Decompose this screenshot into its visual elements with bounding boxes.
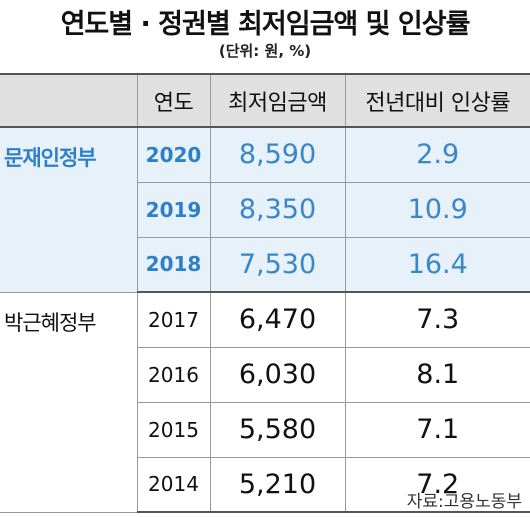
table-row: 2014 5,210 7.2	[0, 457, 530, 513]
group-label-park: 박근혜정부	[0, 292, 137, 513]
table-row: 2015 5,580 7.1	[0, 402, 530, 458]
table-row: 2016 6,030 8.1	[0, 347, 530, 403]
rate-cell: 16.4	[344, 237, 530, 293]
amount-cell: 5,210	[209, 457, 345, 513]
chart-title: 연도별 · 정권별 최저임금액 및 인상률	[60, 9, 471, 40]
rate-cell: 7.1	[344, 402, 530, 458]
amount-cell: 6,030	[209, 347, 345, 403]
table-row: 2018 7,530 16.4	[0, 237, 530, 293]
table-header-row: 연도 최저임금액 전년대비 인상률	[0, 73, 530, 128]
header-rate: 전년대비 인상률	[344, 73, 530, 128]
rate-cell: 2.9	[344, 127, 530, 183]
amount-cell: 6,470	[209, 292, 345, 348]
table-row: 문재인정부 2020 8,590 2.9	[0, 127, 530, 293]
header-amount: 최저임금액	[209, 73, 345, 128]
source-label: 자료:고용노동부	[406, 492, 522, 512]
rate-cell: 8.1	[344, 347, 530, 403]
table-row: 2019 8,350 10.9	[0, 182, 530, 238]
year-cell: 2019	[136, 182, 210, 238]
header-group	[0, 73, 137, 128]
year-cell: 2018	[136, 237, 210, 293]
rate-cell: 7.2	[344, 457, 530, 513]
rate-cell: 10.9	[344, 182, 530, 238]
year-cell: 2020	[136, 127, 210, 183]
minimum-wage-table: 연도 최저임금액 전년대비 인상률 문재인정부 2020 8,590 2.9 2…	[0, 73, 530, 513]
year-cell: 2016	[136, 347, 210, 403]
amount-cell: 5,580	[209, 402, 345, 458]
amount-cell: 8,590	[209, 127, 345, 183]
year-cell: 2015	[136, 402, 210, 458]
year-cell: 2017	[136, 292, 210, 348]
unit-label: (단위: 원, %)	[218, 42, 312, 60]
year-cell: 2014	[136, 457, 210, 513]
table-row: 박근혜정부 2017 6,470 7.3	[0, 292, 530, 513]
rate-cell: 7.3	[344, 292, 530, 348]
amount-cell: 7,530	[209, 237, 345, 293]
header-year: 연도	[136, 73, 210, 128]
amount-cell: 8,350	[209, 182, 345, 238]
group-label-moon: 문재인정부	[0, 127, 137, 293]
